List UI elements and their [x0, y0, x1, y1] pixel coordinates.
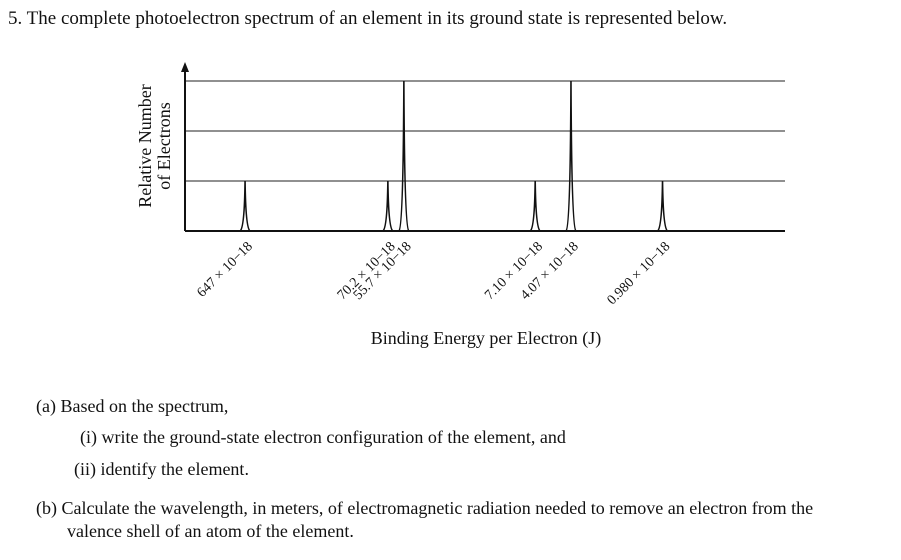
- y-axis-label-line1: Relative Number: [135, 84, 155, 207]
- x-tick-label: 0.980 × 10−18: [605, 239, 674, 308]
- spectrum-peak: [239, 180, 251, 232]
- chart-peaks: [239, 80, 669, 232]
- spectrum-peak: [656, 180, 669, 232]
- part-b-prompt-line1: (b) Calculate the wavelength, in meters,…: [36, 498, 814, 518]
- part-a-prompt: (a) Based on the spectrum,: [36, 396, 229, 416]
- y-axis-arrow-icon: [181, 62, 189, 72]
- spectrum-peak: [529, 180, 541, 232]
- y-axis-label-line2: of Electrons: [154, 102, 174, 189]
- spectrum-peak: [398, 80, 410, 232]
- chart-grid: [185, 80, 785, 182]
- spectrum-peak: [565, 80, 577, 232]
- part-b-prompt-line2: valence shell of an atom of the element.: [67, 521, 354, 541]
- spectrum-peak: [382, 180, 394, 232]
- x-tick-label: 647 × 10−18: [195, 239, 256, 300]
- chart-axes: [181, 62, 785, 232]
- question-title: 5. The complete photoelectron spectrum o…: [8, 8, 728, 29]
- part-a-i-prompt: (i) write the ground-state electron conf…: [80, 427, 566, 447]
- x-axis-label: Binding Energy per Electron (J): [371, 328, 602, 349]
- part-a-ii-prompt: (ii) identify the element.: [74, 459, 249, 479]
